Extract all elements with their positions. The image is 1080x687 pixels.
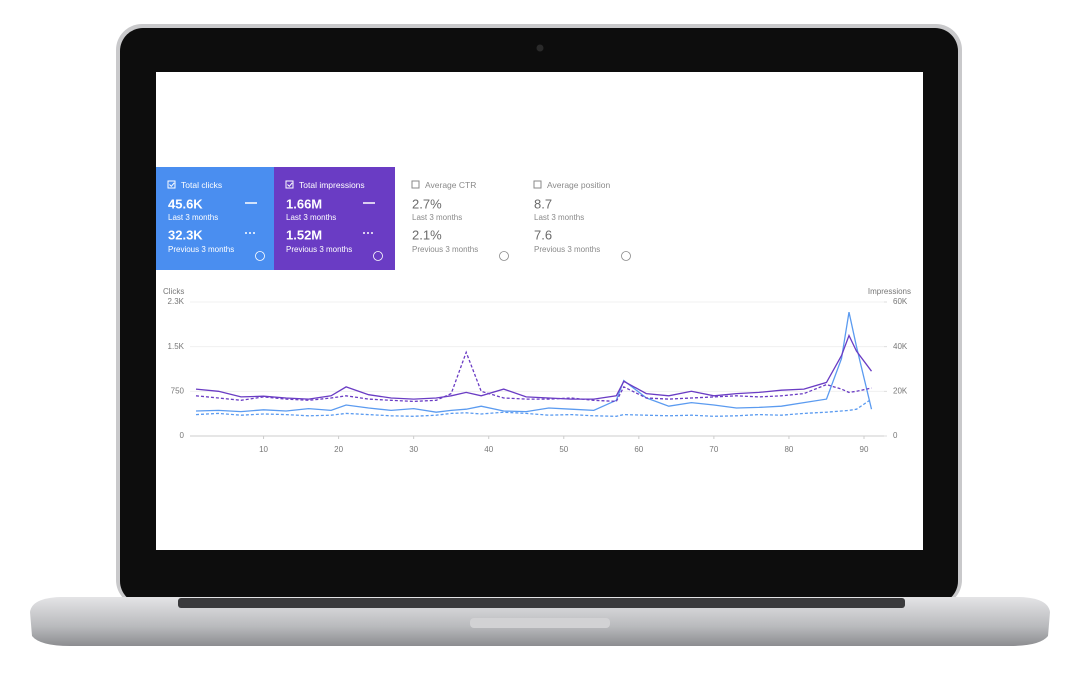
help-icon[interactable] — [255, 251, 265, 261]
previous-label: Previous 3 months — [534, 245, 600, 254]
trackpad-notch — [470, 618, 610, 628]
performance-chart: Clicks Impressions 0 750 1.5K 2.3K 0 20K 40K 60K 1… — [163, 287, 911, 454]
camera — [536, 44, 544, 52]
checkbox[interactable] — [411, 180, 420, 189]
previous-label: Previous 3 months — [168, 245, 234, 254]
current-value: 8.7 — [534, 196, 552, 211]
checkbox[interactable] — [285, 180, 294, 189]
metric-card[interactable]: Average CTR 2.7% Last 3 months 2.1% Previous… — [411, 180, 509, 261]
keyboard-edge — [178, 598, 905, 608]
series-line — [195, 311, 873, 413]
screen — [156, 72, 923, 550]
help-icon[interactable] — [373, 251, 383, 261]
card-label: Total clicks — [181, 180, 222, 190]
y-tick-label: 0 — [180, 431, 185, 440]
y2-tick-label: 40K — [893, 342, 908, 351]
y2-tick-label: 20K — [893, 386, 908, 395]
metric-card[interactable]: Total clicks 45.6K Last 3 months 32.3K Previ… — [156, 167, 274, 270]
x-tick-label: 40 — [484, 445, 493, 454]
x-tick-label: 60 — [634, 445, 643, 454]
current-label: Last 3 months — [286, 213, 336, 222]
previous-label: Previous 3 months — [286, 245, 352, 254]
metric-card[interactable]: Average position 8.7 Last 3 months 7.6 Previ… — [533, 180, 631, 261]
check — [169, 182, 175, 188]
previous-value: 2.1% — [412, 227, 442, 242]
x-tick-label: 80 — [784, 445, 793, 454]
help-icon[interactable] — [621, 251, 631, 261]
x-tick-label: 50 — [559, 445, 568, 454]
previous-label: Previous 3 months — [412, 245, 478, 254]
y2-axis-title: Impressions — [868, 287, 911, 296]
card-label: Average position — [547, 180, 610, 190]
card-label: Average CTR — [425, 180, 476, 190]
series-line — [195, 350, 872, 403]
previous-value: 7.6 — [534, 227, 552, 242]
y-tick-label: 1.5K — [168, 342, 185, 351]
series-line — [195, 333, 873, 400]
checkbox[interactable] — [167, 180, 176, 189]
y-tick-label: 2.3K — [168, 297, 185, 306]
help-icon[interactable] — [499, 251, 509, 261]
y2-tick-label: 0 — [893, 431, 898, 440]
x-tick-label: 90 — [860, 445, 869, 454]
y-axis-title: Clicks — [163, 287, 184, 296]
check — [287, 182, 293, 188]
card-label: Total impressions — [299, 180, 365, 190]
y-tick-label: 750 — [171, 386, 185, 395]
series-line — [195, 398, 872, 417]
current-label: Last 3 months — [168, 213, 218, 222]
current-value: 45.6K — [168, 196, 203, 211]
current-value: 1.66M — [286, 196, 322, 211]
x-tick-label: 10 — [259, 445, 268, 454]
current-value: 2.7% — [412, 196, 442, 211]
x-tick-label: 20 — [334, 445, 343, 454]
x-tick-label: 30 — [409, 445, 418, 454]
previous-value: 1.52M — [286, 227, 322, 242]
x-tick-label: 70 — [709, 445, 718, 454]
current-label: Last 3 months — [412, 213, 462, 222]
y2-tick-label: 60K — [893, 297, 908, 306]
current-label: Last 3 months — [534, 213, 584, 222]
metric-cards: Total clicks 45.6K Last 3 months 32.3K Previ… — [156, 167, 631, 270]
metric-card[interactable]: Total impressions 1.66M Last 3 months 1.52M… — [274, 167, 395, 270]
checkbox[interactable] — [533, 180, 542, 189]
card-bg — [156, 167, 274, 270]
previous-value: 32.3K — [168, 227, 203, 242]
